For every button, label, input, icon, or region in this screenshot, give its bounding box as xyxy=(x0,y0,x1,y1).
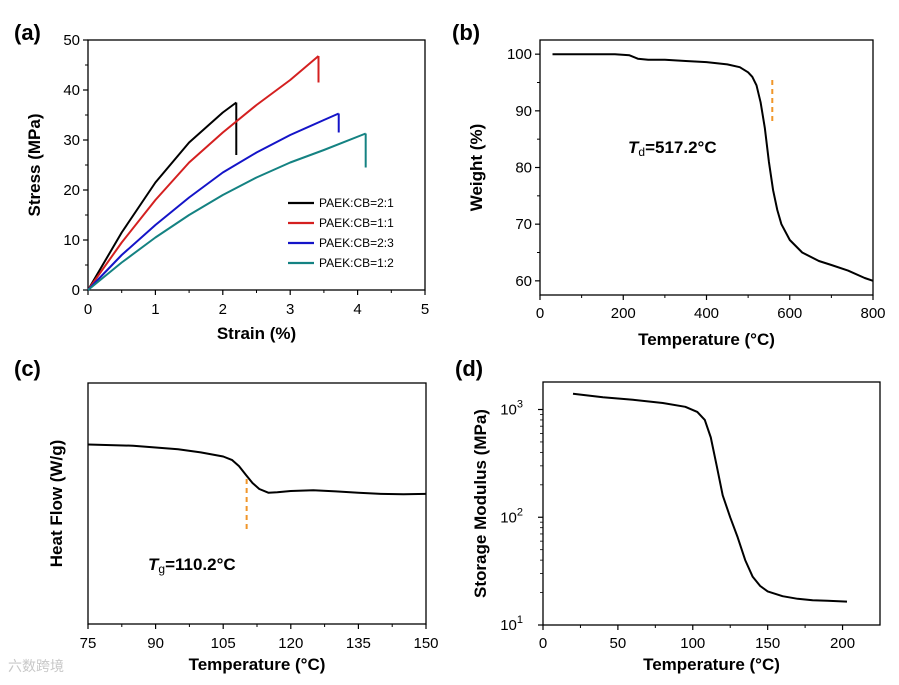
series-line-1 xyxy=(87,443,427,496)
y-tick-label: 80 xyxy=(515,160,532,177)
series-line-2 xyxy=(87,55,320,291)
panel-label: (a) xyxy=(14,20,41,45)
y-tick-label: 100 xyxy=(507,46,532,63)
y-tick-label: 60 xyxy=(515,273,532,290)
x-tick-label: 105 xyxy=(211,635,236,652)
x-tick-label: 0 xyxy=(84,301,92,318)
x-tick-label: 135 xyxy=(346,635,371,652)
y-tick-label: 102 xyxy=(500,506,523,526)
y-tick-label: 50 xyxy=(63,32,80,49)
x-tick-label: 600 xyxy=(777,305,802,322)
x-tick-label: 200 xyxy=(611,305,636,322)
x-tick-label: 1 xyxy=(151,301,159,318)
y-tick-label: 90 xyxy=(515,103,532,120)
x-tick-label: 5 xyxy=(421,301,429,318)
transition-annotation: Tg=110.2°C xyxy=(148,555,236,576)
x-tick-label: 400 xyxy=(694,305,719,322)
panel-2: (b) 0 200 400 600 800 60 70 80 90 100 Temperature (… xyxy=(452,20,886,349)
x-axis-label: Temperature (°C) xyxy=(189,655,326,674)
y-tick-label: 101 xyxy=(500,614,523,634)
x-axis-label: Temperature (°C) xyxy=(638,330,775,349)
transition-annotation: Td=517.2°C xyxy=(628,138,717,159)
x-tick-label: 100 xyxy=(680,635,705,652)
series-line-4 xyxy=(87,132,367,291)
legend-entry: PAEK:CB=1:2 xyxy=(319,256,394,270)
x-axis-label: Strain (%) xyxy=(217,324,296,343)
legend-entry: PAEK:CB=2:1 xyxy=(319,196,394,210)
y-axis-label: Stress (MPa) xyxy=(25,114,44,217)
watermark: 六数跨境 xyxy=(8,659,64,675)
series-line-1 xyxy=(87,101,237,291)
x-tick-label: 800 xyxy=(860,305,885,322)
panel-label: (b) xyxy=(452,20,480,45)
x-tick-label: 120 xyxy=(278,635,303,652)
x-tick-label: 4 xyxy=(353,301,361,318)
x-tick-label: 50 xyxy=(610,635,627,652)
axes-frame xyxy=(87,39,426,291)
x-tick-label: 0 xyxy=(539,635,547,652)
series-line-1 xyxy=(552,53,874,282)
panel-3: (c) 75 90 105 120 135 150 Temperature (°C) Heat … xyxy=(14,356,439,674)
y-tick-label: 70 xyxy=(515,216,532,233)
panel-label: (d) xyxy=(455,356,483,381)
y-tick-label: 10 xyxy=(63,232,80,249)
y-axis-label: Weight (%) xyxy=(467,124,486,212)
axes-frame xyxy=(542,381,881,626)
legend-entry: PAEK:CB=2:3 xyxy=(319,236,394,250)
legend-entry: PAEK:CB=1:1 xyxy=(319,216,394,230)
series-line-3 xyxy=(87,112,340,291)
series-line-1 xyxy=(572,392,848,603)
y-tick-label: 0 xyxy=(72,282,80,299)
y-tick-label: 40 xyxy=(63,82,80,99)
x-tick-label: 150 xyxy=(413,635,438,652)
y-tick-label: 103 xyxy=(500,399,523,419)
y-axis-label: Heat Flow (W/g) xyxy=(47,440,66,567)
x-tick-label: 90 xyxy=(147,635,164,652)
legend: PAEK:CB=2:1 PAEK:CB=1:1 PAEK:CB=2:3 PAEK:CB… xyxy=(288,196,394,270)
x-axis-label: Temperature (°C) xyxy=(643,655,780,674)
axes-frame xyxy=(87,382,427,625)
axes-frame xyxy=(539,39,874,296)
x-tick-label: 75 xyxy=(80,635,97,652)
x-tick-label: 150 xyxy=(755,635,780,652)
y-tick-label: 30 xyxy=(63,132,80,149)
x-tick-label: 2 xyxy=(219,301,227,318)
x-tick-label: 3 xyxy=(286,301,294,318)
x-tick-label: 0 xyxy=(536,305,544,322)
panel-label: (c) xyxy=(14,356,41,381)
x-tick-label: 200 xyxy=(830,635,855,652)
y-tick-label: 20 xyxy=(63,182,80,199)
y-axis-label: Storage Modulus (MPa) xyxy=(471,409,490,598)
panel-4: (d) 0 50 100 150 200 101 102 103 Temperature (°C)… xyxy=(455,356,881,674)
